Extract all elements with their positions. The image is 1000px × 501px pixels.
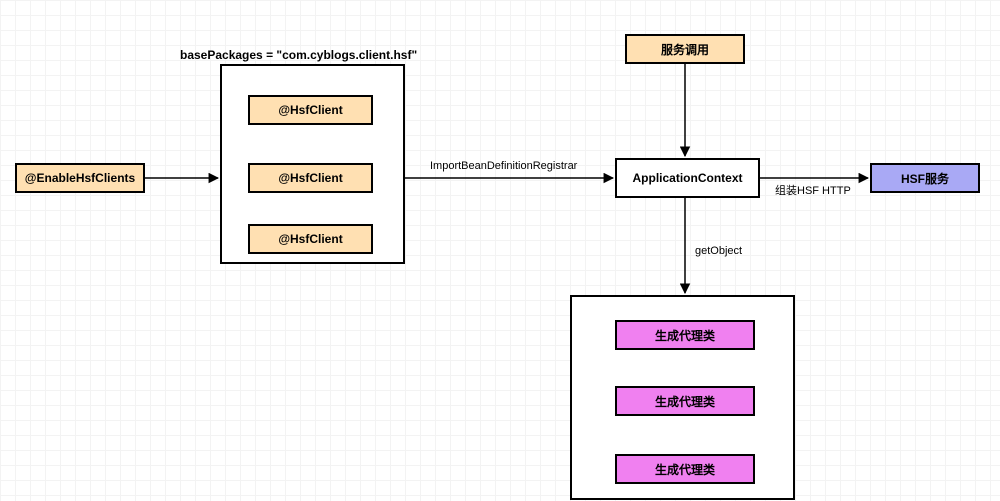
edges-layer <box>0 0 1000 501</box>
node-proxy-2: 生成代理类 <box>615 386 755 416</box>
container-title-base-packages: basePackages = "com.cyblogs.client.hsf" <box>180 48 417 62</box>
edge-label-get-object: getObject <box>695 245 742 257</box>
edge-label-import-registrar: ImportBeanDefinitionRegistrar <box>430 160 577 172</box>
node-proxy-1: 生成代理类 <box>615 320 755 350</box>
node-label: HSF服务 <box>901 170 949 187</box>
node-application-context: ApplicationContext <box>615 158 760 198</box>
node-label: ApplicationContext <box>633 171 743 185</box>
node-label: @HsfClient <box>278 171 342 185</box>
node-label: @HsfClient <box>278 232 342 246</box>
node-label: 生成代理类 <box>655 461 715 478</box>
node-label: 服务调用 <box>661 41 709 58</box>
edge-label-hsf-http: 组装HSF HTTP <box>775 182 851 198</box>
node-hsf-client-2: @HsfClient <box>248 163 373 193</box>
title-text: basePackages = "com.cyblogs.client.hsf" <box>180 48 417 62</box>
node-hsf-service: HSF服务 <box>870 163 980 193</box>
node-label: @HsfClient <box>278 103 342 117</box>
node-enable-hsf-clients: @EnableHsfClients <box>15 163 145 193</box>
node-label: @EnableHsfClients <box>25 171 135 185</box>
node-label: 生成代理类 <box>655 393 715 410</box>
diagram-canvas: @EnableHsfClients basePackages = "com.cy… <box>0 0 1000 501</box>
node-hsf-client-1: @HsfClient <box>248 95 373 125</box>
node-label: 生成代理类 <box>655 327 715 344</box>
node-hsf-client-3: @HsfClient <box>248 224 373 254</box>
node-service-call: 服务调用 <box>625 34 745 64</box>
node-proxy-3: 生成代理类 <box>615 454 755 484</box>
